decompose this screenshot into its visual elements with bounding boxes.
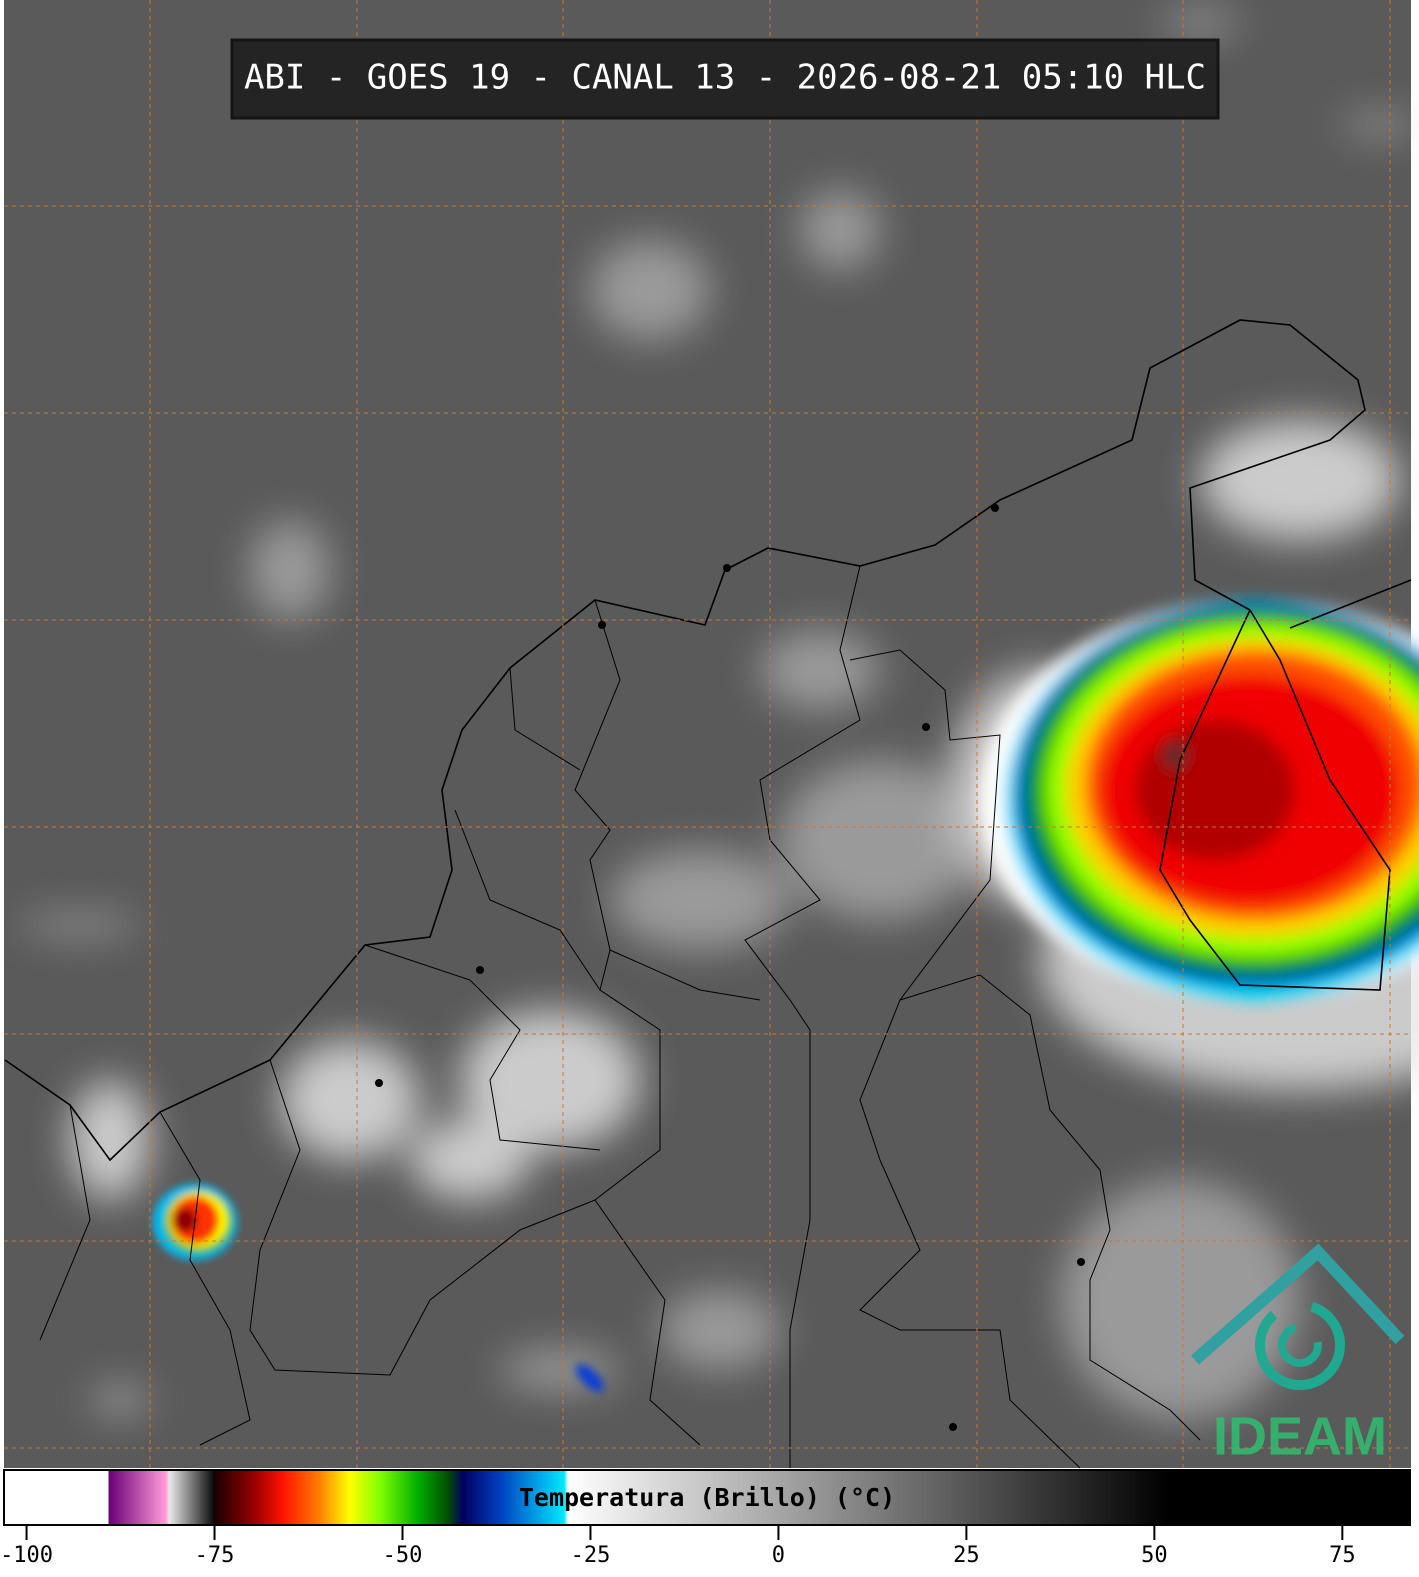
colorbar-tick-label: -100 xyxy=(0,1543,53,1568)
title: ABI - GOES 19 - CANAL 13 - 2026-08-21 05… xyxy=(244,58,1206,98)
graticule xyxy=(4,0,1411,1468)
colorbar-tick-label: -75 xyxy=(195,1543,235,1568)
storm-large xyxy=(980,600,1419,1000)
cities xyxy=(375,504,1085,1431)
colorbar-tick-label: 0 xyxy=(772,1543,785,1568)
colorbar: Temperatura (Brillo) (°C) -100 -75 -50 -25 0… xyxy=(0,1469,1411,1568)
colorbar-ramp xyxy=(3,1469,1411,1526)
colorbar-tick-label: -50 xyxy=(383,1543,423,1568)
logo-text: IDEAM xyxy=(1213,1406,1387,1466)
colorbar-tick-label: 25 xyxy=(953,1543,980,1568)
logo: IDEAM xyxy=(1191,1243,1405,1466)
colorbar-tick-label: 50 xyxy=(1141,1543,1168,1568)
colorbar-tick-label: 75 xyxy=(1329,1543,1356,1568)
title-box: ABI - GOES 19 - CANAL 13 - 2026-08-21 05… xyxy=(230,38,1220,120)
colorbar-tick-label: -25 xyxy=(571,1543,611,1568)
map: IDEAM xyxy=(4,0,1419,1469)
colorbar-label: Temperatura (Brillo) (°C) xyxy=(519,1483,895,1512)
borders xyxy=(39,565,1201,1469)
